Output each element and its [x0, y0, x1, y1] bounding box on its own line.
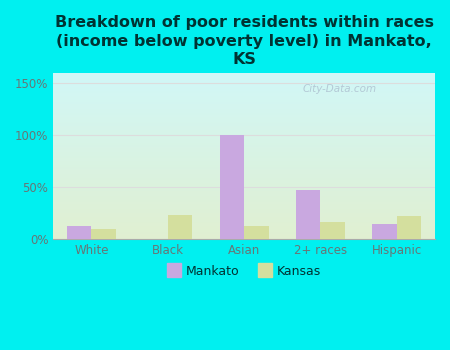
Bar [296, 190, 320, 239]
Bar [244, 226, 269, 239]
Bar [320, 222, 345, 239]
Bar [220, 135, 244, 239]
Legend: Mankato, Kansas: Mankato, Kansas [162, 260, 326, 283]
Title: Breakdown of poor residents within races
(income below poverty level) in Mankato: Breakdown of poor residents within races… [54, 15, 434, 67]
Bar [168, 215, 192, 239]
Text: City-Data.com: City-Data.com [302, 84, 377, 94]
Bar [67, 226, 91, 239]
Bar [397, 216, 421, 239]
Bar [91, 229, 116, 239]
Bar [373, 224, 397, 239]
